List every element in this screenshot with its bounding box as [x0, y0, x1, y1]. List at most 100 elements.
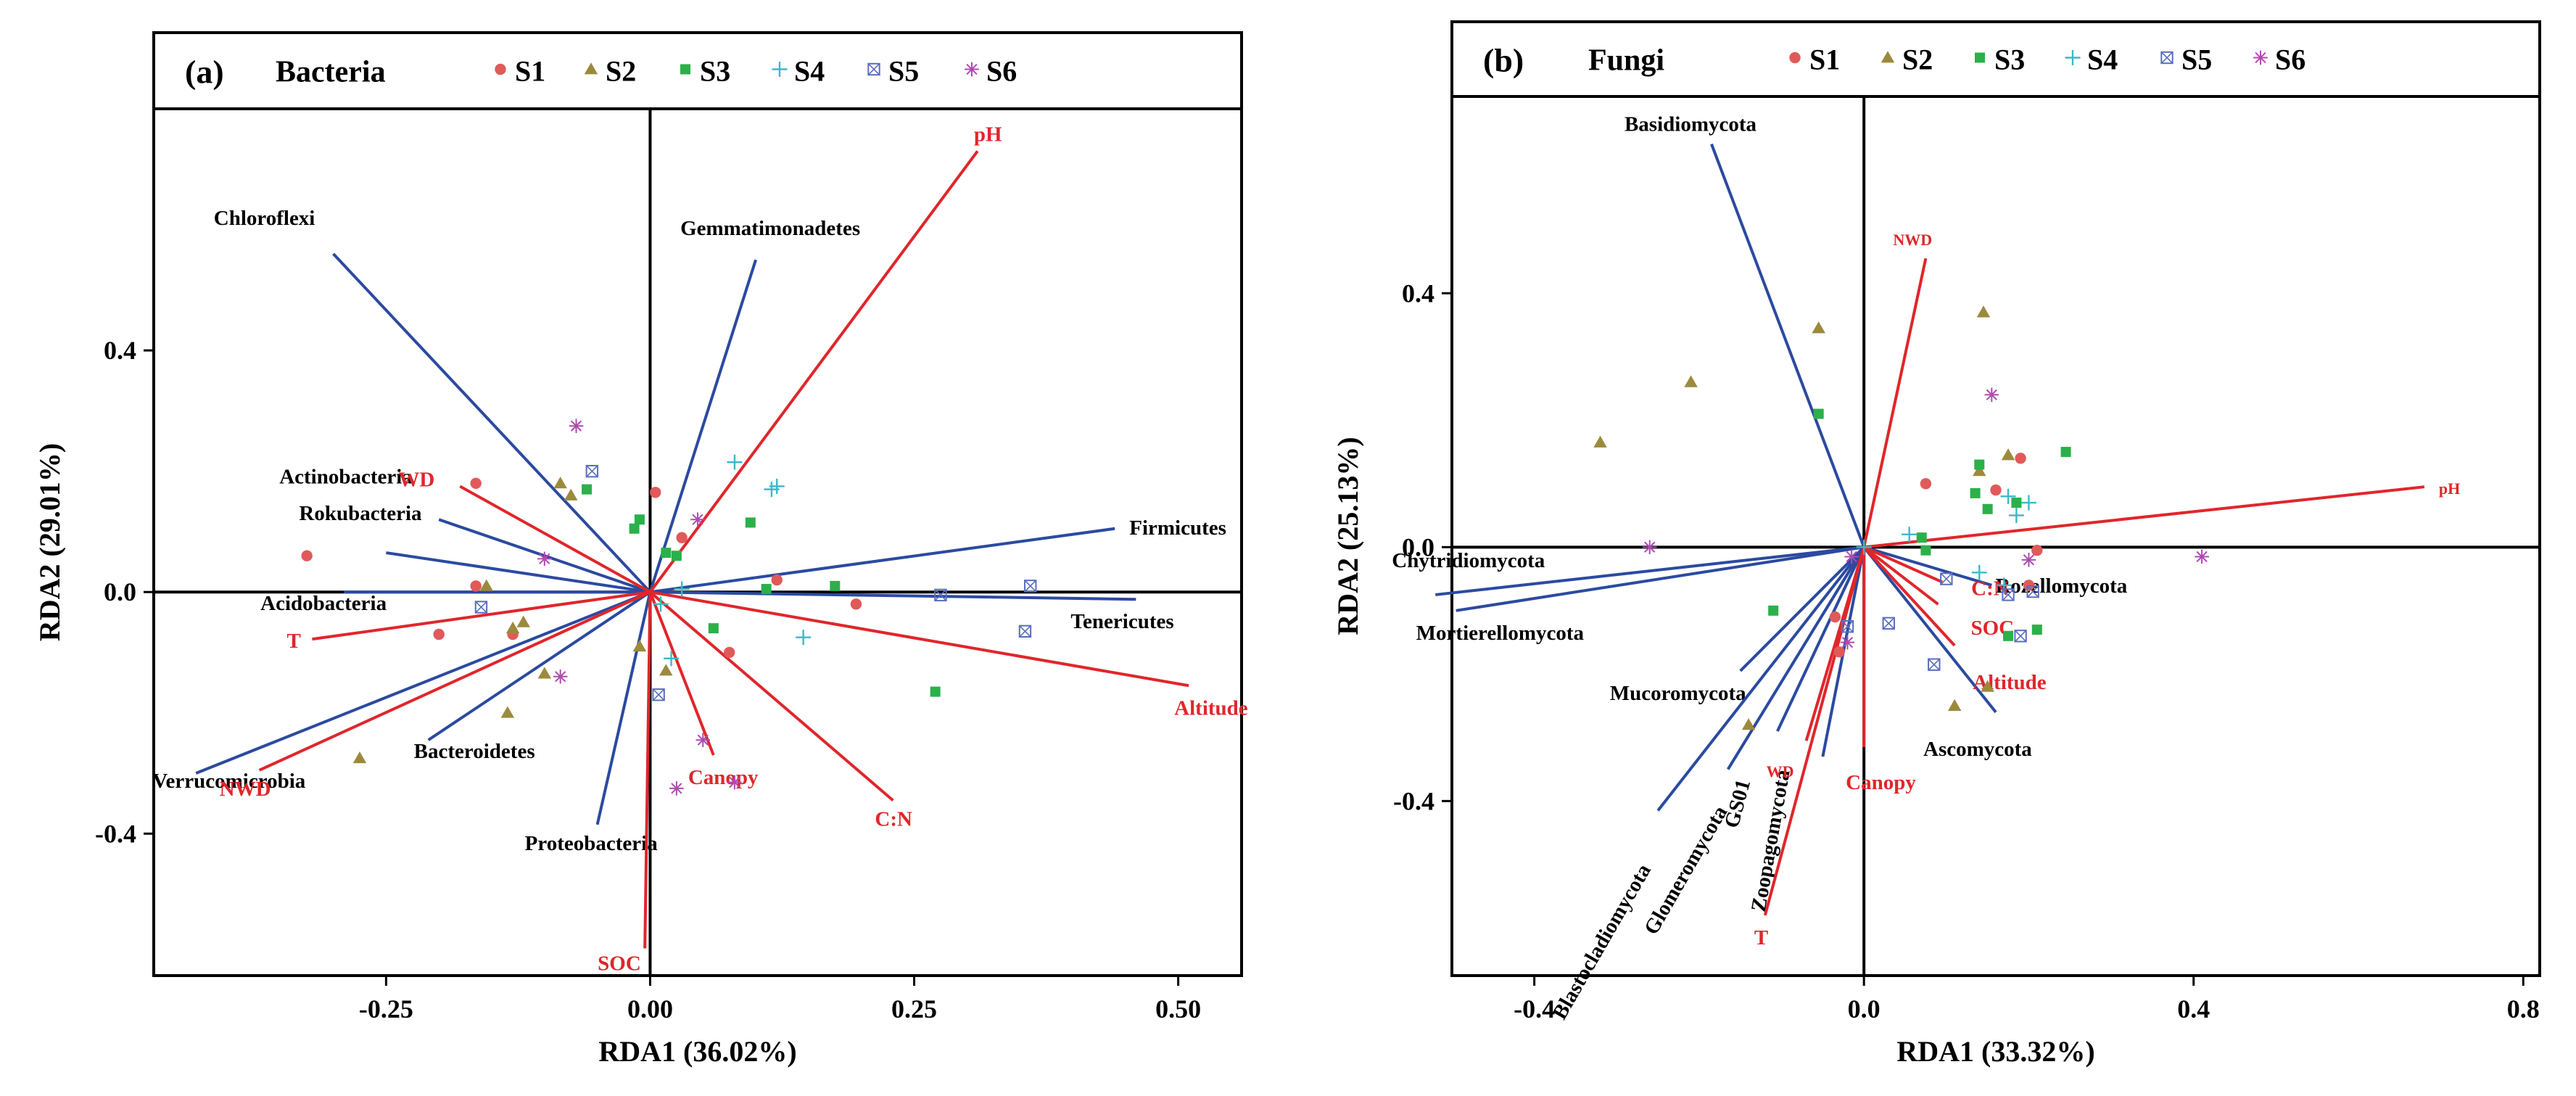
point-s5	[585, 464, 599, 478]
response-arrow-gs01	[1776, 546, 1865, 732]
point-s1	[723, 646, 735, 659]
point-s3	[1768, 605, 1779, 616]
response-arrow-rozellomycota	[1863, 545, 1992, 587]
point-s4	[796, 630, 812, 646]
point-s4	[2008, 508, 2024, 524]
y-tick-label: 0.4	[104, 336, 136, 365]
legend-marker-s3	[1975, 52, 1985, 63]
y-tick-label: 0.4	[1402, 279, 1434, 308]
point-s6	[1844, 549, 1859, 564]
response-arrow-glomeromycota	[1726, 546, 1865, 770]
point-s6	[1984, 387, 1999, 403]
point-s2	[553, 477, 567, 489]
legend-marker-s1	[1789, 51, 1801, 64]
legend-marker-s5	[867, 62, 880, 76]
response-label-verrucomicrobia: Verrucomicrobia	[152, 770, 306, 793]
env-arrow-canopy	[648, 591, 715, 756]
legend-box	[152, 31, 1243, 110]
point-s4	[769, 478, 785, 494]
legend-label-s4: S4	[794, 55, 825, 88]
y-tick-label: 0.0	[1402, 532, 1434, 561]
point-s5	[1841, 620, 1854, 633]
point-s3	[1920, 545, 1931, 556]
env-label-wd: WD	[1767, 762, 1794, 780]
point-s4	[2020, 495, 2036, 511]
env-label-altitude: Altitude	[1174, 696, 1248, 720]
point-s6	[1840, 635, 1855, 650]
point-s1	[301, 550, 313, 561]
env-arrow-c-n	[649, 590, 894, 802]
point-s1	[650, 487, 661, 498]
legend-label-s2: S2	[606, 55, 636, 88]
point-s4	[727, 454, 743, 470]
point-s1	[1833, 646, 1845, 658]
y-tick-label: -0.4	[95, 819, 136, 848]
legend-marker-s3	[680, 64, 690, 75]
response-label-tenericutes: Tenericutes	[1070, 610, 1173, 633]
point-s2	[1593, 435, 1607, 448]
legend-marker-s4	[2065, 50, 2081, 65]
legend-label-s6: S6	[2275, 44, 2305, 76]
env-arrow-t	[1763, 546, 1866, 916]
response-label-proteobacteria: Proteobacteria	[525, 832, 659, 855]
point-s3	[2060, 447, 2071, 458]
point-s6	[1642, 540, 1657, 555]
point-s3	[1813, 408, 1824, 419]
legend-label-s1: S1	[1809, 44, 1840, 76]
env-arrow-soc	[1862, 545, 1939, 606]
legend-marker-s1	[495, 63, 506, 75]
point-s4	[664, 651, 680, 667]
point-s3	[708, 623, 719, 634]
response-arrow-firmicutes	[650, 527, 1115, 594]
legend-marker-s5	[2160, 51, 2174, 65]
point-s1	[470, 477, 482, 490]
y-axis-label: RDA2 (25.13%)	[1332, 437, 1364, 635]
point-s3	[2031, 625, 2042, 635]
response-label-mortierellomycota: Mortierellomycota	[1416, 622, 1585, 645]
response-arrow-proteobacteria	[595, 591, 652, 825]
plot-frame	[1450, 95, 2541, 977]
response-label-actinobacteria: Actinobacteria	[279, 465, 413, 488]
point-s5	[2014, 630, 2027, 643]
point-s1	[2023, 580, 2035, 591]
response-label-basidiomycota: Basidiomycota	[1625, 113, 1757, 136]
point-s2	[1947, 699, 1962, 712]
point-s5	[934, 588, 947, 602]
point-s4	[653, 596, 669, 612]
point-s3	[634, 514, 645, 525]
point-s3	[761, 584, 772, 595]
point-s2	[1981, 680, 1994, 692]
x-tick-label: 0.0	[1848, 994, 1881, 1023]
legend-label-s6: S6	[986, 55, 1017, 88]
point-s2	[659, 664, 673, 676]
point-s3	[1974, 459, 1985, 470]
point-s1	[2031, 544, 2043, 556]
point-s4	[1856, 539, 1872, 555]
point-s2	[516, 615, 530, 627]
point-s2	[1741, 718, 1756, 730]
panel-tag: (b)	[1483, 42, 1524, 79]
response-arrow-gemmatimonadetes	[648, 259, 758, 593]
legend-marker-s6	[2253, 50, 2268, 65]
y-tick-label: 0.0	[104, 577, 136, 606]
point-s1	[433, 628, 445, 640]
point-s6	[695, 733, 711, 748]
env-arrow-ph	[648, 150, 979, 593]
legend-marker-s2	[1881, 51, 1895, 63]
point-s6	[569, 419, 584, 433]
legend-label-s1: S1	[515, 55, 545, 88]
point-s3	[1970, 487, 1981, 498]
point-s3	[830, 580, 841, 591]
point-s2	[1976, 305, 1991, 318]
response-label-chloroflexi: Chloroflexi	[214, 207, 315, 230]
chart-title: Bacteria	[276, 56, 386, 89]
point-s5	[1882, 617, 1895, 630]
legend-label-s3: S3	[1994, 44, 2025, 76]
env-arrow-nwd	[1862, 257, 1928, 548]
legend-label-s4: S4	[2087, 44, 2118, 76]
y-tick-label: -0.4	[1393, 786, 1434, 815]
point-s2	[352, 751, 367, 764]
point-s2	[1812, 321, 1825, 334]
point-s6	[690, 512, 705, 527]
